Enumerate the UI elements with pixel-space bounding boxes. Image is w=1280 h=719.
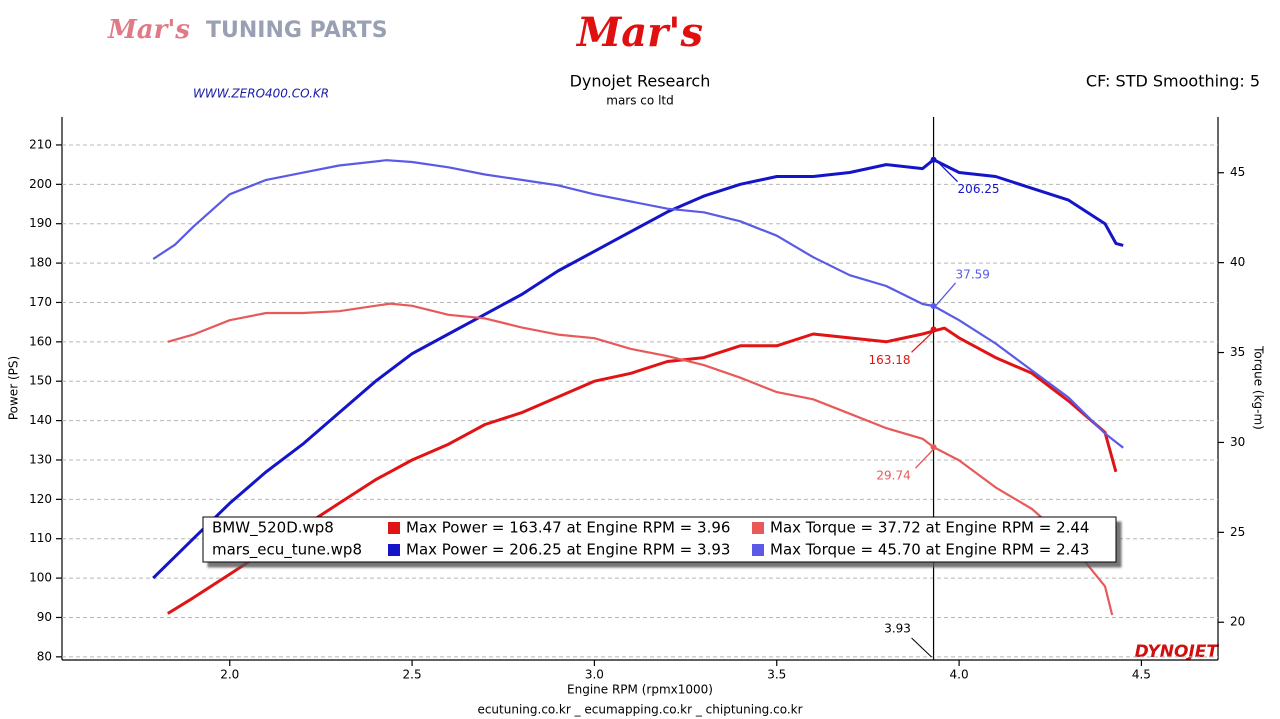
x-axis-label: Engine RPM (rpmx1000) (567, 683, 713, 697)
y-tick-label: 170 (29, 295, 52, 309)
y2-tick-label: 40 (1230, 255, 1245, 269)
legend-swatch (752, 522, 764, 534)
x-tick-label: 3.5 (767, 668, 786, 682)
y-tick-label: 190 (29, 216, 52, 230)
brand-logo-small: Mar's (107, 15, 190, 45)
y-tick-label: 110 (29, 531, 52, 545)
readout-label: 29.74 (876, 469, 910, 483)
torque-line (152, 159, 1124, 449)
readout-arrow (911, 328, 937, 353)
legend-swatch (388, 522, 400, 534)
legend: BMW_520D.wp8 Max Power = 163.47 at Engine… (202, 516, 1117, 563)
x-tick-label: 4.0 (950, 668, 969, 682)
legend-entry: Max Torque = 37.72 at Engine RPM = 2.44 (770, 519, 1089, 537)
readout-arrow (935, 159, 959, 183)
y2-tick-label: 25 (1230, 525, 1245, 539)
y2-tick-label: 35 (1230, 345, 1245, 359)
legend-entry: Max Power = 163.47 at Engine RPM = 3.96 (406, 519, 730, 537)
x-tick-label: 3.0 (585, 668, 604, 682)
y-tick-label: 90 (37, 610, 52, 624)
y-tick-label: 180 (29, 256, 52, 270)
y-tick-label: 100 (29, 571, 52, 585)
legend-run: BMW_520D.wp8 (212, 519, 334, 538)
url: WWW.ZERO400.CO.KR (193, 87, 329, 101)
x-tick-label: 4.5 (1132, 668, 1151, 682)
y-tick-label: 150 (29, 374, 52, 388)
legend-run: mars_ecu_tune.wp8 (212, 541, 362, 560)
torque-line (167, 302, 1114, 616)
dynojet-badge: DYNOJET (1135, 642, 1220, 662)
settings-note: CF: STD Smoothing: 5 (1086, 72, 1260, 91)
legend-swatch (388, 544, 400, 556)
y-tick-label: 160 (29, 334, 52, 348)
legend-entry: Max Power = 206.25 at Engine RPM = 3.93 (406, 541, 730, 559)
readout-point (930, 326, 937, 333)
legend-entry: Max Torque = 45.70 at Engine RPM = 2.43 (770, 541, 1089, 559)
y-tick-label: 130 (29, 452, 52, 466)
cursor-arrow (911, 637, 932, 658)
chart-title: Dynojet Research (570, 72, 711, 91)
brand-text: TUNING PARTS (206, 18, 388, 43)
y-tick-label: 80 (37, 649, 52, 663)
power-line (167, 326, 1118, 615)
y2-axis-label: Torque (kg-m) (1252, 345, 1266, 430)
readout-label: 163.18 (869, 353, 911, 367)
y-tick-label: 120 (29, 492, 52, 506)
readout-point (930, 156, 937, 163)
readout-label: 206.25 (958, 182, 1000, 196)
readout-label: 37.59 (956, 267, 990, 281)
legend-swatch (752, 544, 764, 556)
power-line (152, 158, 1124, 580)
y-axis-label: Power (PS) (7, 356, 21, 420)
brand-logo: Mar's (575, 9, 703, 56)
y-tick-label: 140 (29, 413, 52, 427)
y2-tick-label: 20 (1230, 615, 1245, 629)
legend-box (202, 516, 1117, 563)
chart-subtitle: mars co ltd (606, 94, 673, 108)
y2-tick-label: 30 (1230, 435, 1245, 449)
footer: ecutuning.co.kr _ ecumapping.co.kr _ chi… (477, 703, 802, 717)
y-tick-label: 210 (29, 137, 52, 151)
readout-point (930, 302, 937, 309)
y2-tick-label: 45 (1230, 165, 1245, 179)
readout-arrow (935, 282, 957, 307)
readout-point (930, 444, 937, 451)
readout-arrow (915, 446, 937, 469)
cursor-x-label: 3.93 (884, 622, 911, 636)
x-tick-label: 2.0 (220, 668, 239, 682)
x-tick-label: 2.5 (403, 668, 422, 682)
y-tick-label: 200 (29, 177, 52, 191)
